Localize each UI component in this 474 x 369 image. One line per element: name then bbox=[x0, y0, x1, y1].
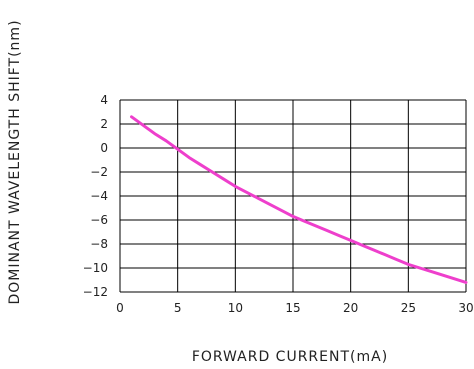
x-tick-label: 10 bbox=[228, 301, 243, 315]
series-line-0 bbox=[130, 115, 468, 284]
y-tick-label: 2 bbox=[100, 117, 108, 131]
x-tick-label: 15 bbox=[285, 301, 300, 315]
series-layer bbox=[130, 115, 468, 284]
x-tick-label: 20 bbox=[343, 301, 358, 315]
x-tick-label: 0 bbox=[116, 301, 124, 315]
x-tick-label: 30 bbox=[458, 301, 473, 315]
y-tick-label: −10 bbox=[83, 261, 108, 275]
y-tick-label: −12 bbox=[83, 285, 108, 299]
y-tick-label: −4 bbox=[90, 189, 108, 203]
y-tick-label: −2 bbox=[90, 165, 108, 179]
y-axis-title: DOMINANT WAVELENGTH SHIFT(nm) bbox=[7, 19, 23, 304]
y-tick-label: 0 bbox=[100, 141, 108, 155]
y-tick-label: −8 bbox=[90, 237, 108, 251]
y-tick-label: −6 bbox=[90, 213, 108, 227]
x-tick-labels: 0 5 10 15 20 25 30 bbox=[116, 301, 473, 315]
y-tick-labels: 4 2 0 −2 −4 −6 −8 −10 −12 bbox=[83, 93, 108, 299]
x-tick-label: 25 bbox=[401, 301, 416, 315]
y-tick-label: 4 bbox=[100, 93, 108, 107]
x-tick-label: 5 bbox=[174, 301, 182, 315]
chart-grid bbox=[119, 99, 467, 293]
x-axis-title: FORWARD CURRENT(mA) bbox=[192, 349, 388, 365]
